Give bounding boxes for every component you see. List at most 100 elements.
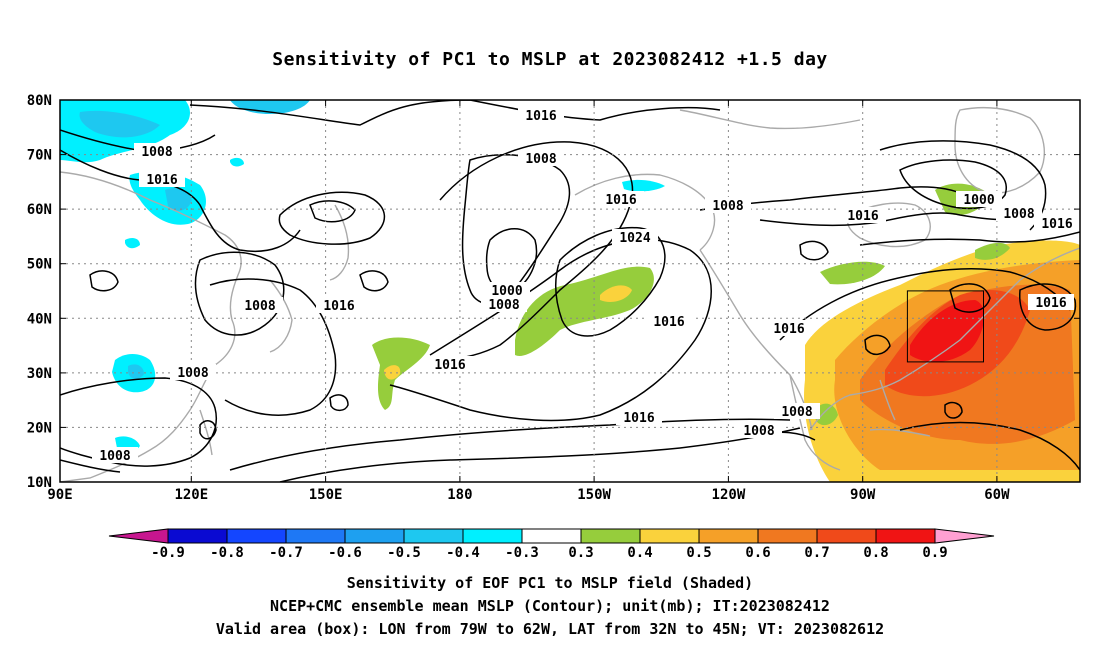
map-title: Sensitivity of PC1 to MSLP at 2023082412… bbox=[272, 49, 828, 70]
colorbar-label: -0.4 bbox=[446, 545, 480, 561]
svg-text:1008: 1008 bbox=[743, 424, 774, 439]
lon-labels: 90E 120E 150E 180 150W 120W 90W 60W bbox=[47, 487, 1010, 503]
isobar-1016-siberia bbox=[278, 191, 386, 245]
colorbar-swatch-max bbox=[934, 528, 995, 544]
svg-text:1008: 1008 bbox=[525, 152, 556, 167]
lon-label-120w: 120W bbox=[712, 487, 746, 503]
svg-text:1016: 1016 bbox=[847, 209, 878, 224]
isobar-1016-tropics bbox=[229, 418, 791, 471]
svg-text:1008: 1008 bbox=[141, 145, 172, 160]
lon-label-90e: 90E bbox=[47, 487, 72, 503]
contour-label-1008-c: 1008 bbox=[705, 197, 751, 214]
svg-text:1008: 1008 bbox=[1003, 207, 1034, 222]
colorbar-swatch bbox=[816, 528, 877, 544]
shading-neg-arctic-2 bbox=[79, 110, 160, 138]
isobar-1016-ring-2 bbox=[89, 270, 119, 292]
isobar-1016-arctic-w bbox=[60, 149, 301, 252]
svg-text:1016: 1016 bbox=[146, 173, 177, 188]
contour-label-1008-a: 1008 bbox=[134, 143, 180, 160]
contour-label-1000-b: 1000 bbox=[484, 282, 530, 299]
contour-label-1008-d: 1008 bbox=[996, 205, 1042, 222]
graticule bbox=[60, 100, 1080, 482]
isobar-1008-ring-8 bbox=[949, 283, 991, 313]
shading-pac-pos-1 bbox=[515, 266, 654, 356]
colorbar-swatch bbox=[698, 528, 759, 544]
contour-label-1016-h: 1016 bbox=[427, 356, 473, 373]
isobar-1016-ring-3 bbox=[329, 394, 349, 412]
coastline-philippines bbox=[199, 409, 213, 456]
coastline-kamchatka bbox=[329, 204, 350, 281]
svg-text:1016: 1016 bbox=[623, 411, 654, 426]
colorbar-labels: -0.9 -0.8 -0.7 -0.6 -0.5 -0.4 -0.3 0.3 0… bbox=[151, 545, 948, 561]
svg-text:1008: 1008 bbox=[488, 298, 519, 313]
contour-label-1016-a: 1016 bbox=[518, 107, 564, 124]
colorbar-swatch bbox=[757, 528, 818, 544]
coastline-alaska bbox=[574, 173, 716, 251]
svg-text:1016: 1016 bbox=[525, 109, 556, 124]
contour-label-1008-j: 1008 bbox=[92, 447, 138, 464]
shading-pac-pos-3 bbox=[372, 337, 430, 410]
lon-label-150w: 150W bbox=[577, 487, 611, 503]
shading-na-pos-2 bbox=[820, 261, 885, 285]
valid-area-box bbox=[906, 290, 985, 363]
shading-pac-pos-4 bbox=[384, 365, 401, 380]
contour-label-1016-e: 1016 bbox=[840, 207, 886, 224]
isobar-1000-na bbox=[899, 159, 1007, 210]
colorbar-label: -0.5 bbox=[387, 545, 421, 561]
svg-text:1016: 1016 bbox=[605, 193, 636, 208]
isobars bbox=[60, 100, 1080, 482]
colorbar-label: 0.9 bbox=[922, 545, 947, 561]
svg-text:1016: 1016 bbox=[773, 322, 804, 337]
axis-ticks bbox=[60, 99, 1080, 482]
coastline-mexico bbox=[789, 374, 841, 471]
colorbar-swatch bbox=[226, 528, 287, 544]
contour-label-1008-h: 1008 bbox=[774, 403, 820, 420]
lat-label-50n: 50N bbox=[27, 257, 52, 273]
svg-text:1000: 1000 bbox=[963, 193, 994, 208]
colorbar-label: 0.8 bbox=[863, 545, 888, 561]
colorbar-swatch bbox=[403, 528, 464, 544]
isobar-1016-atl bbox=[859, 231, 1080, 246]
coastline-arctic bbox=[679, 109, 861, 130]
isobar-1008-tropics bbox=[279, 427, 801, 482]
colorbar-label: -0.3 bbox=[505, 545, 539, 561]
lon-label-180: 180 bbox=[447, 487, 472, 503]
shading-neg-china-2 bbox=[128, 364, 144, 380]
colorbar-label: 0.6 bbox=[745, 545, 770, 561]
isobar-1024-high bbox=[554, 226, 666, 337]
colorbar-label: -0.9 bbox=[151, 545, 185, 561]
coastline-na-east bbox=[809, 247, 1080, 431]
caption-shading: Sensitivity of EOF PC1 to MSLP field (Sh… bbox=[346, 574, 754, 592]
colorbar-swatches bbox=[108, 528, 995, 544]
colorbar-swatch bbox=[462, 528, 523, 544]
lon-label-90w: 90W bbox=[850, 487, 876, 503]
lat-label-10n: 10N bbox=[27, 475, 52, 491]
lat-label-30n: 30N bbox=[27, 366, 52, 382]
svg-text:1008: 1008 bbox=[177, 366, 208, 381]
colorbar-label: -0.8 bbox=[210, 545, 244, 561]
colorbar-label: -0.6 bbox=[328, 545, 362, 561]
shading-na-pos-3 bbox=[975, 242, 1010, 260]
contour-label-1016-b: 1016 bbox=[139, 171, 185, 188]
isobar-1016-atl-3 bbox=[899, 421, 1080, 471]
shading-east-pos-0.8 bbox=[910, 300, 985, 362]
lon-label-60w: 60W bbox=[984, 487, 1010, 503]
colorbar-swatch bbox=[875, 528, 936, 544]
contour-label-1008-f: 1008 bbox=[237, 297, 283, 314]
map-frame bbox=[59, 99, 1081, 483]
coastlines bbox=[60, 106, 1080, 482]
colorbar-label: 0.7 bbox=[804, 545, 829, 561]
svg-text:1016: 1016 bbox=[434, 358, 465, 373]
shading-neg-small-2 bbox=[125, 237, 140, 249]
colorbar-swatch bbox=[285, 528, 346, 544]
contour-label-1016-g: 1016 bbox=[646, 313, 692, 330]
coastline-caribbean bbox=[869, 428, 931, 437]
lat-label-20n: 20N bbox=[27, 420, 52, 436]
isobar-1008-scs-2 bbox=[60, 459, 121, 473]
shading-positive bbox=[372, 183, 1080, 482]
contour-labels: 1016 1008 1016 1008 1016 1008 1000 1008 … bbox=[92, 107, 1080, 464]
isobar-1016-ring-1 bbox=[359, 270, 389, 292]
shading-neg-siberia-2 bbox=[165, 188, 192, 211]
svg-text:1016: 1016 bbox=[653, 315, 684, 330]
lon-label-120e: 120E bbox=[174, 487, 208, 503]
